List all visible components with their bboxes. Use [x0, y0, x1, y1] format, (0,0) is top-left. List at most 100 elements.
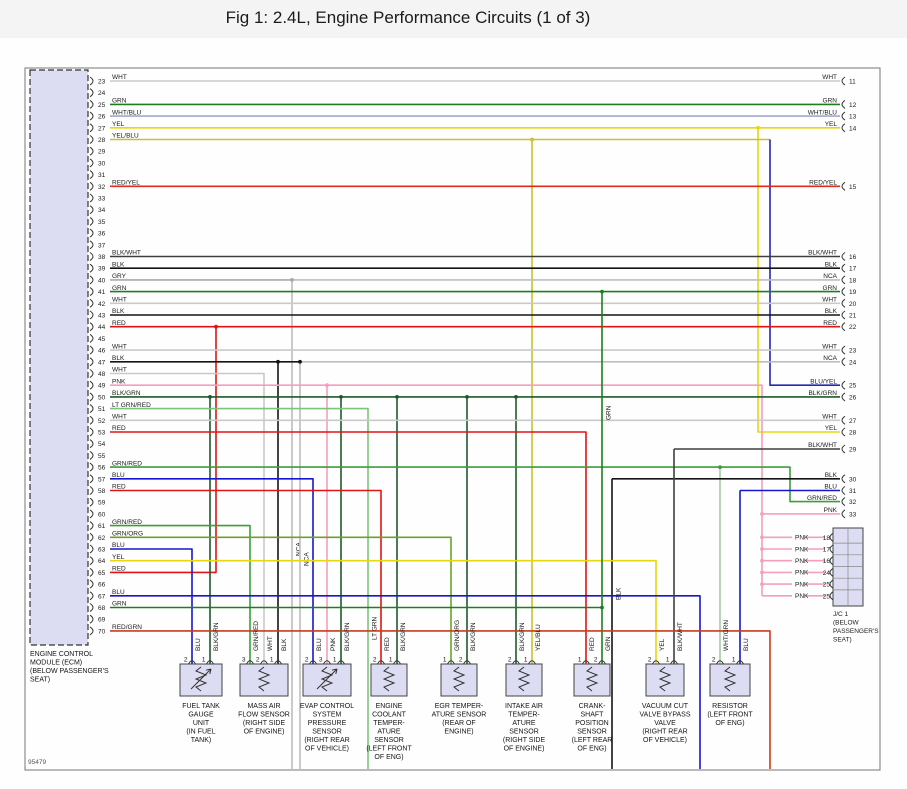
ecm-pin-bracket — [89, 532, 94, 542]
sensor-label: OF VEHICLE) — [643, 737, 687, 744]
ecm-pin-number: 34 — [98, 207, 106, 214]
sensor-label: (RIGHT SIDE — [243, 720, 286, 727]
junction-dot — [465, 395, 469, 399]
right-pin-color: WHT — [822, 297, 837, 304]
jc-pin-number: 24 — [823, 570, 831, 577]
ecm-pin-color: GRN — [112, 601, 127, 608]
ecm-pin-bracket — [89, 509, 94, 519]
sensor-label: SHAFT — [581, 712, 605, 719]
ecm-pin-bracket — [89, 579, 94, 589]
resistor-symbol — [658, 666, 672, 692]
wire-grn-red — [110, 524, 251, 664]
sensor-label: ENGINE — [376, 703, 403, 710]
wire-blu — [110, 548, 193, 664]
sensor-label: (LEFT REAR — [572, 737, 613, 744]
sensor-pin-bracket — [309, 660, 317, 665]
ecm-pin-number: 25 — [98, 102, 106, 109]
sensor-pin-color: BLK/GRN — [400, 622, 407, 651]
jc-pin-bracket — [829, 567, 834, 577]
right-pin-number: 30 — [849, 476, 857, 483]
ecm-pin-number: 43 — [98, 313, 106, 320]
sensor-pin-color: WHT — [267, 636, 274, 651]
ecm-pin-bracket — [89, 76, 94, 86]
junction-dot — [276, 359, 280, 364]
sensor-pin-color: BLK/GRN — [213, 622, 220, 651]
sensor-label: OF ENGINE) — [244, 729, 285, 736]
sensor-pin-bracket — [670, 660, 678, 665]
ecm-pin-number: 26 — [98, 114, 106, 121]
sensor-label: (RIGHT SIDE — [503, 737, 546, 744]
ecm-pin-bracket — [89, 603, 94, 612]
ecm-pin-number: 36 — [98, 231, 106, 238]
ecm-pin-color: BLK — [112, 261, 125, 268]
right-pin-bracket — [841, 123, 846, 133]
right-pin-color: GRN — [823, 98, 838, 105]
right-pin-color: GRN/RED — [807, 495, 837, 502]
ecm-pin-number: 42 — [98, 301, 106, 308]
sensor-label: FLOW SENSOR — [238, 712, 290, 719]
right-pin-bracket — [841, 509, 846, 519]
right-pin-number: 14 — [849, 125, 857, 132]
ecm-pin-bracket — [89, 591, 94, 601]
sensor-pin-bracket — [274, 660, 282, 665]
sensor-pin-bracket — [598, 660, 606, 665]
right-pin-color: PNK — [824, 507, 838, 514]
ecm-pin-number: 69 — [98, 617, 106, 624]
sensor-pin-color: YEL/BLU — [535, 624, 542, 651]
wire-blu-yel — [769, 139, 840, 387]
ecm-pin-number: 37 — [98, 242, 106, 249]
jc1-label: SEAT) — [833, 637, 852, 644]
right-pin-color: BLK — [825, 472, 838, 479]
ecm-pin-color: BLU — [112, 472, 125, 479]
ecm-pin-bracket — [89, 380, 94, 390]
sensor-label: SENSOR — [374, 737, 404, 744]
ecm-pin-number: 70 — [98, 628, 106, 635]
right-pin-number: 22 — [849, 324, 857, 331]
figure-title: Fig 1: 2.4L, Engine Performance Circuits… — [226, 8, 591, 27]
ecm-pin-color: RED — [112, 425, 126, 432]
sensor-label: TANK) — [191, 737, 211, 744]
intake-air-temp-sensor-box — [505, 663, 543, 697]
ecm-pin-bracket — [89, 626, 94, 636]
right-pin-number: 21 — [849, 313, 857, 320]
jc-pin-number: 18 — [823, 535, 831, 542]
right-pin-number: 11 — [849, 79, 856, 86]
right-pin-color: WHT/BLU — [808, 109, 838, 116]
ecm-pin-number: 29 — [98, 149, 106, 156]
sensor-label: (RIGHT REAR — [642, 729, 687, 736]
jc-pin-number: 17 — [823, 547, 831, 554]
sensor-pin-bracket — [652, 660, 660, 665]
ecm-pin-bracket — [89, 544, 94, 554]
ecm-pin-bracket — [89, 450, 94, 460]
junction-dot — [760, 512, 764, 516]
ecm-pin-bracket — [89, 322, 94, 332]
wire-color-label: BLK — [616, 587, 623, 600]
sensor-pin-bracket — [323, 660, 331, 665]
sensor-pin-number: 3 — [319, 657, 323, 664]
right-pin-color: RED — [823, 320, 837, 327]
ecm-pin-bracket — [89, 205, 94, 215]
ecm-pin-bracket — [89, 99, 94, 109]
sensor-label: GAUGE — [188, 712, 214, 719]
sensor-pin-bracket — [188, 660, 196, 665]
ecm-pin-bracket — [89, 216, 94, 226]
right-pin-bracket — [841, 181, 846, 191]
ecm-pin-number: 40 — [98, 277, 106, 284]
ecm-pin-color: LT GRN/RED — [112, 402, 151, 409]
right-pin-bracket — [841, 322, 846, 332]
ecm-pin-number: 54 — [98, 441, 106, 448]
right-pin-number: 19 — [849, 289, 857, 296]
sensor-pin-color: GRN/RED — [253, 621, 260, 651]
right-pin-color: NCA — [823, 355, 837, 362]
sensor-pin-color: BLK/WHT — [677, 622, 684, 651]
right-pin-number: 33 — [849, 511, 857, 518]
sensor-label: SYSTEM — [313, 712, 342, 719]
junction-dot — [600, 289, 604, 294]
ecm-pin-bracket — [89, 521, 94, 531]
sensor-pin-number: 2 — [508, 657, 512, 664]
sensor-label: SENSOR — [312, 729, 342, 736]
jc-pin-number: 25 — [823, 582, 831, 589]
sensor-label: OF ENG) — [577, 746, 606, 753]
ecm-pin-number: 67 — [98, 593, 106, 600]
right-pin-number: 27 — [849, 418, 857, 425]
